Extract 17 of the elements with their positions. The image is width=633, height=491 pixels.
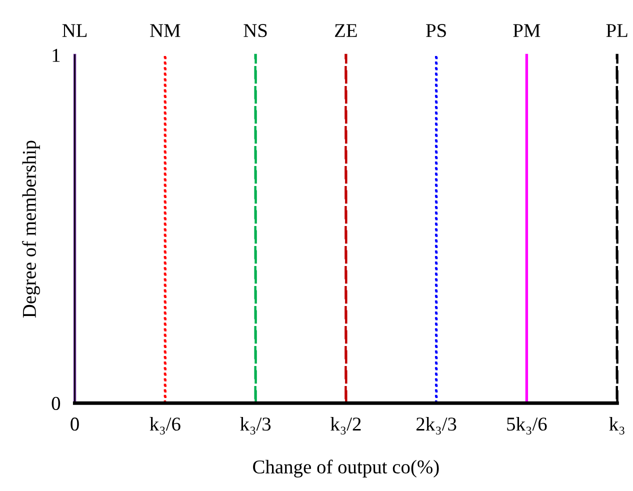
x-tick-label: k₃/3 <box>240 417 271 435</box>
x-tick-label: k₃/6 <box>150 417 180 435</box>
series-label: ZE <box>334 24 357 37</box>
x-tick-label: 0 <box>70 418 79 431</box>
series-label: NM <box>150 24 180 37</box>
x-tick-label: k₃/2 <box>330 417 361 435</box>
series-label: PM <box>513 24 540 37</box>
y-tick-label: 1 <box>52 48 60 62</box>
x-tick-label: k₃ <box>609 417 624 435</box>
series-label: PL <box>606 24 628 37</box>
y-axis-title: Degree of membership <box>22 140 40 318</box>
x-tick-label: 2k₃/3 <box>416 417 456 435</box>
x-axis-title: Change of output co(%) <box>253 460 439 478</box>
x-tick-label: 5k₃/6 <box>507 417 547 435</box>
series-label: NS <box>244 24 267 38</box>
series-label: NL <box>62 24 87 37</box>
series-label: PS <box>426 24 446 38</box>
